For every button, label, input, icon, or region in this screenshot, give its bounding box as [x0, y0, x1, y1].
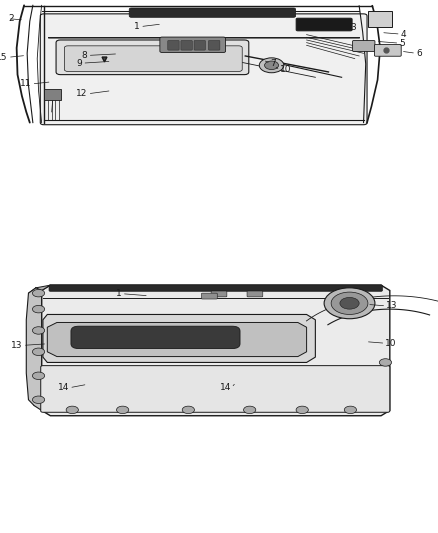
Circle shape — [32, 289, 45, 297]
Circle shape — [379, 359, 392, 366]
Circle shape — [182, 406, 194, 414]
FancyBboxPatch shape — [129, 8, 296, 17]
Circle shape — [32, 327, 45, 334]
Circle shape — [265, 61, 279, 70]
FancyBboxPatch shape — [374, 45, 401, 56]
FancyBboxPatch shape — [201, 293, 217, 299]
Text: 1: 1 — [116, 289, 122, 298]
Bar — [44, 89, 61, 100]
Circle shape — [340, 297, 359, 309]
Text: 5: 5 — [399, 39, 405, 47]
Polygon shape — [26, 288, 42, 410]
Text: 6: 6 — [416, 49, 422, 58]
Circle shape — [32, 305, 45, 313]
Text: 14: 14 — [58, 383, 69, 392]
FancyBboxPatch shape — [64, 46, 242, 71]
Text: 4: 4 — [401, 30, 406, 38]
Text: 13: 13 — [11, 341, 23, 350]
Circle shape — [331, 292, 368, 314]
Polygon shape — [42, 285, 390, 416]
Circle shape — [324, 288, 375, 319]
Circle shape — [244, 406, 256, 414]
Circle shape — [259, 58, 284, 73]
Bar — [368, 11, 392, 27]
Text: 10: 10 — [280, 66, 292, 74]
FancyBboxPatch shape — [296, 18, 352, 31]
Text: 11: 11 — [20, 79, 32, 88]
Text: 1: 1 — [134, 22, 140, 31]
FancyBboxPatch shape — [181, 41, 192, 50]
Text: 8: 8 — [82, 51, 88, 60]
FancyBboxPatch shape — [160, 37, 226, 53]
Circle shape — [117, 406, 129, 414]
Circle shape — [32, 396, 45, 403]
FancyBboxPatch shape — [168, 41, 179, 50]
FancyBboxPatch shape — [208, 41, 220, 50]
Circle shape — [66, 406, 78, 414]
FancyBboxPatch shape — [353, 41, 375, 51]
Polygon shape — [28, 285, 50, 293]
Polygon shape — [47, 322, 307, 357]
FancyBboxPatch shape — [194, 41, 205, 50]
Text: 7: 7 — [271, 59, 276, 68]
Text: 9: 9 — [77, 59, 82, 68]
Text: 13: 13 — [386, 302, 398, 310]
Polygon shape — [43, 314, 315, 362]
Circle shape — [32, 348, 45, 356]
Text: 3: 3 — [350, 23, 356, 31]
Circle shape — [296, 406, 308, 414]
Circle shape — [344, 406, 357, 414]
Text: 12: 12 — [76, 90, 88, 98]
FancyBboxPatch shape — [211, 291, 227, 297]
FancyBboxPatch shape — [247, 291, 263, 297]
Text: 15: 15 — [0, 53, 8, 62]
Text: 10: 10 — [385, 339, 397, 348]
Text: 14: 14 — [220, 383, 231, 392]
FancyBboxPatch shape — [40, 14, 367, 125]
FancyBboxPatch shape — [41, 366, 390, 413]
FancyBboxPatch shape — [49, 285, 382, 291]
Circle shape — [32, 372, 45, 379]
FancyBboxPatch shape — [71, 326, 240, 349]
Text: 2: 2 — [8, 14, 14, 23]
FancyBboxPatch shape — [56, 40, 249, 75]
